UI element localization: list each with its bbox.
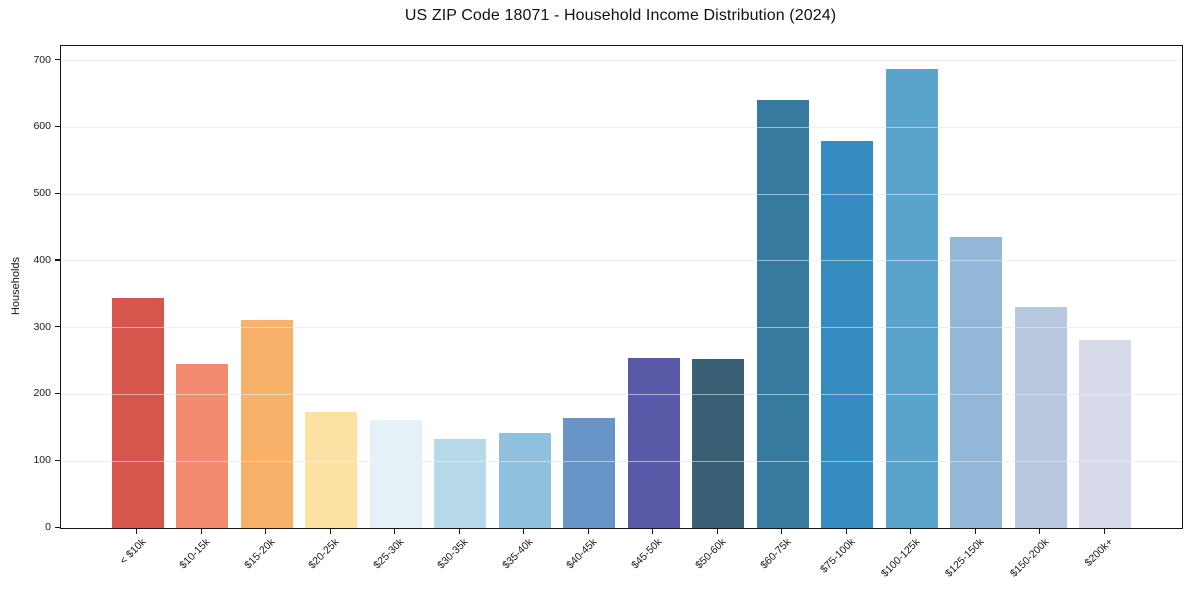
bar-$75-100k	[821, 140, 874, 528]
bar-$45-50k	[627, 358, 680, 528]
y-tick-label-400: 400	[33, 253, 51, 266]
x-tick-mark-$45-50k	[652, 528, 654, 534]
x-tick-mark-$50-60k	[716, 528, 718, 534]
bar-$10-15k	[176, 364, 229, 528]
bar-$50-60k	[692, 359, 745, 528]
y-tick-mark-0	[55, 526, 60, 528]
x-tick-mark-$20-25k	[329, 528, 331, 534]
bar-$60-75k	[756, 100, 809, 528]
x-tick-label-$40-45k: $40-45k	[564, 536, 600, 572]
x-tick-mark-$150-200k	[1039, 528, 1041, 534]
x-tick-mark-$15-20k	[265, 528, 267, 534]
x-tick-label-$60-75k: $60-75k	[757, 536, 794, 572]
x-tick-label-$20-25k: $20-25k	[306, 536, 342, 572]
x-tick-mark-$200k+	[1103, 528, 1105, 534]
plot-area	[60, 45, 1183, 529]
bar-$40-45k	[563, 417, 616, 528]
y-tick-mark-600	[55, 125, 60, 128]
bar-$35-40k	[498, 433, 551, 528]
y-tick-label-500: 500	[33, 187, 51, 200]
x-tick-mark-$75-100k	[845, 528, 847, 534]
bar-$30-35k	[434, 438, 487, 528]
y-tick-label-600: 600	[33, 120, 51, 133]
y-tick-label-300: 300	[33, 320, 51, 333]
x-tick-mark-$35-40k	[523, 528, 525, 534]
x-tick-label-$25-30k: $25-30k	[370, 536, 407, 572]
x-tick-mark-$60-75k	[781, 528, 783, 534]
y-tick-mark-100	[55, 459, 60, 461]
bar-$200k+	[1079, 339, 1132, 528]
bar-$150-200k	[1014, 307, 1067, 528]
x-tick-label-$200k+: $200k+	[1082, 536, 1116, 570]
gridline-overlay-y-300	[61, 327, 1182, 329]
y-tick-mark-300	[55, 326, 60, 328]
x-tick-mark-$40-45k	[587, 528, 589, 534]
bar-$100-125k	[885, 68, 938, 528]
bar-< $10k	[111, 298, 164, 528]
x-tick-label-$35-40k: $35-40k	[499, 536, 536, 572]
x-tick-mark-< $10k	[136, 528, 138, 534]
x-tick-label-$125-150k: $125-150k	[943, 536, 987, 580]
gridline-overlay-y-100	[61, 460, 1182, 462]
gridline-overlay-y-600	[61, 126, 1182, 128]
y-tick-mark-500	[55, 192, 60, 194]
y-tick-label-200: 200	[33, 387, 51, 400]
bar-$25-30k	[369, 419, 422, 528]
y-tick-label-100: 100	[33, 454, 51, 467]
x-tick-label-$15-20k: $15-20k	[241, 536, 278, 572]
x-tick-mark-$125-150k	[974, 528, 976, 534]
x-tick-label-$75-100k: $75-100k	[818, 536, 858, 576]
x-tick-label-< $10k: < $10k	[117, 536, 149, 567]
gridline-overlay-y-200	[61, 393, 1182, 395]
x-tick-mark-$10-15k	[200, 528, 202, 534]
x-tick-mark-$30-35k	[458, 528, 460, 534]
gridline-overlay-y-400	[61, 260, 1182, 262]
x-tick-label-$100-125k: $100-125k	[878, 536, 923, 580]
x-tick-label-$150-200k: $150-200k	[1007, 536, 1052, 580]
x-tick-label-$50-60k: $50-60k	[693, 536, 729, 572]
x-tick-label-$30-35k: $30-35k	[435, 536, 471, 572]
gridline-overlay-y-500	[61, 193, 1182, 195]
y-tick-label-700: 700	[33, 53, 51, 66]
x-tick-label-$45-50k: $45-50k	[628, 536, 665, 572]
bar-$20-25k	[305, 411, 358, 528]
x-tick-label-$10-15k: $10-15k	[177, 536, 213, 572]
chart-title: US ZIP Code 18071 - Household Income Dis…	[404, 7, 837, 24]
gridline-overlay-y-700	[61, 60, 1182, 62]
bar-$15-20k	[240, 320, 293, 528]
y-tick-mark-400	[55, 259, 60, 261]
y-tick-mark-200	[55, 392, 60, 395]
x-tick-mark-$100-125k	[910, 528, 912, 534]
x-tick-mark-$25-30k	[394, 528, 396, 534]
y-tick-mark-700	[55, 59, 60, 61]
y-tick-label-0: 0	[45, 521, 51, 533]
bar-$125-150k	[950, 236, 1003, 528]
